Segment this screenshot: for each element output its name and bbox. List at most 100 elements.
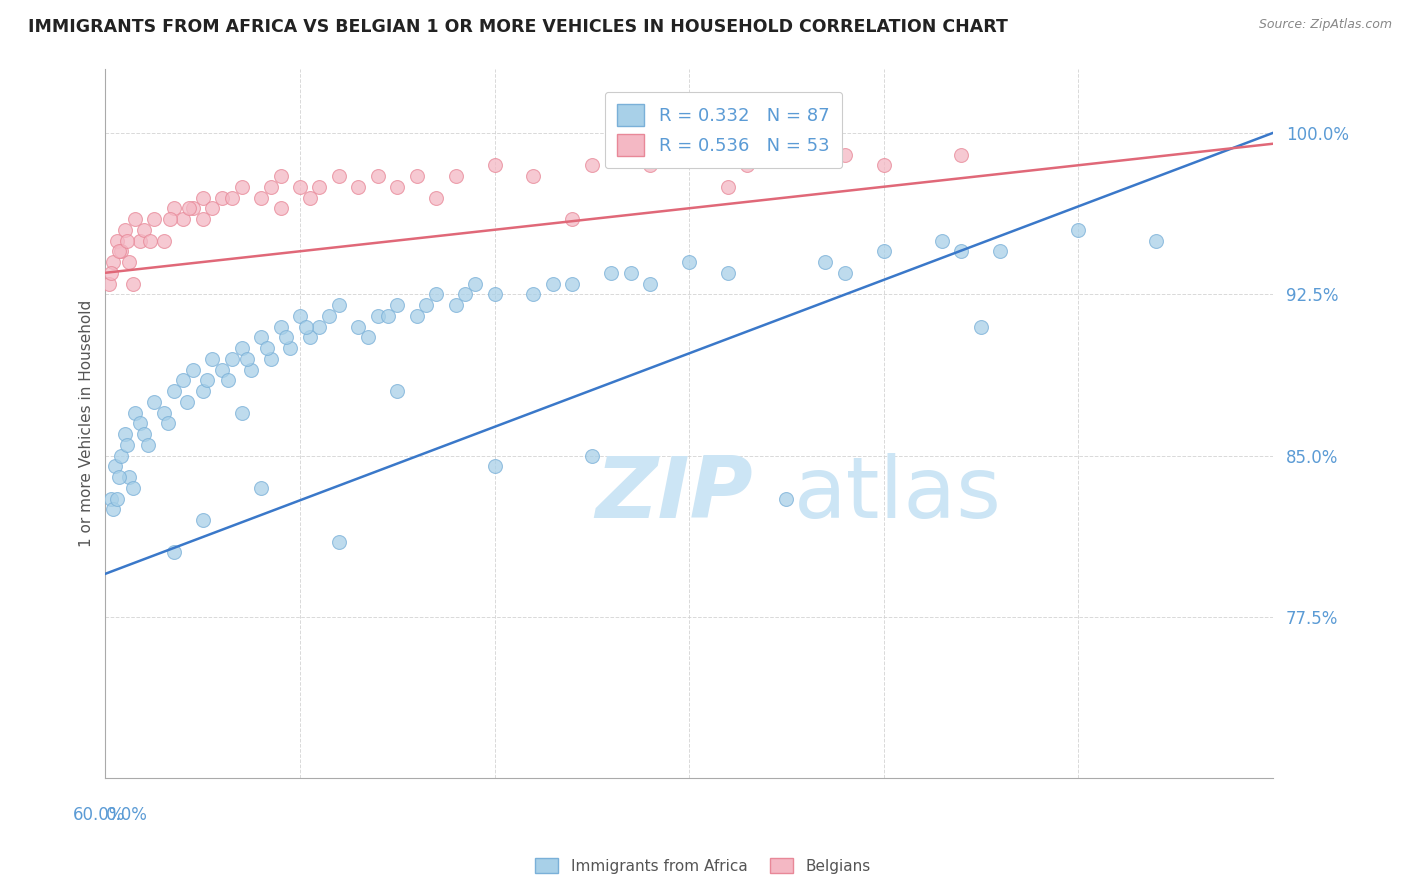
Point — [678, 255, 700, 269]
Point — [717, 266, 740, 280]
Point — [201, 351, 224, 366]
Point — [581, 158, 603, 172]
Text: Source: ZipAtlas.com: Source: ZipAtlas.com — [1258, 18, 1392, 31]
Text: IMMIGRANTS FROM AFRICA VS BELGIAN 1 OR MORE VEHICLES IN HOUSEHOLD CORRELATION CH: IMMIGRANTS FROM AFRICA VS BELGIAN 1 OR M… — [28, 18, 1008, 36]
Point — [522, 169, 544, 183]
Point — [162, 545, 184, 559]
Point — [405, 169, 427, 183]
Point — [108, 470, 131, 484]
Point — [105, 234, 128, 248]
Point — [425, 190, 447, 204]
Point — [541, 277, 564, 291]
Point — [172, 212, 194, 227]
Point — [115, 234, 138, 248]
Point — [231, 341, 253, 355]
Point — [181, 201, 204, 215]
Point — [484, 287, 506, 301]
Point — [444, 169, 467, 183]
Point — [347, 319, 370, 334]
Point — [620, 266, 643, 280]
Point — [678, 147, 700, 161]
Point — [191, 384, 214, 398]
Point — [444, 298, 467, 312]
Point — [129, 234, 152, 248]
Point — [195, 373, 218, 387]
Point — [211, 362, 233, 376]
Point — [367, 169, 389, 183]
Point — [387, 179, 409, 194]
Text: atlas: atlas — [794, 453, 1002, 536]
Point — [124, 212, 146, 227]
Point — [484, 158, 506, 172]
Point — [387, 298, 409, 312]
Point — [139, 234, 162, 248]
Point — [103, 255, 125, 269]
Point — [970, 319, 993, 334]
Point — [153, 405, 176, 419]
Point — [110, 244, 132, 259]
Point — [103, 502, 125, 516]
Point — [250, 481, 273, 495]
Point — [134, 223, 156, 237]
Text: 0.0%: 0.0% — [105, 806, 148, 824]
Legend: R = 0.332   N = 87, R = 0.536   N = 53: R = 0.332 N = 87, R = 0.536 N = 53 — [605, 92, 842, 169]
Point — [950, 244, 973, 259]
Point — [425, 287, 447, 301]
Point — [1067, 223, 1090, 237]
Point — [211, 190, 233, 204]
Point — [108, 244, 131, 259]
Point — [872, 158, 894, 172]
Point — [288, 309, 311, 323]
Point — [100, 491, 122, 506]
Point — [872, 244, 894, 259]
Point — [834, 147, 856, 161]
Point — [118, 255, 141, 269]
Point — [236, 351, 259, 366]
Point — [110, 449, 132, 463]
Point — [114, 223, 136, 237]
Legend: Immigrants from Africa, Belgians: Immigrants from Africa, Belgians — [529, 852, 877, 880]
Point — [638, 277, 661, 291]
Point — [153, 234, 176, 248]
Point — [162, 384, 184, 398]
Point — [176, 394, 198, 409]
Point — [118, 470, 141, 484]
Point — [159, 212, 181, 227]
Point — [240, 362, 263, 376]
Point — [276, 330, 298, 344]
Point — [794, 147, 817, 161]
Point — [308, 179, 330, 194]
Point — [250, 190, 273, 204]
Point — [143, 394, 166, 409]
Point — [347, 179, 370, 194]
Point — [377, 309, 399, 323]
Point — [357, 330, 380, 344]
Point — [121, 277, 143, 291]
Point — [454, 287, 477, 301]
Point — [522, 287, 544, 301]
Point — [950, 147, 973, 161]
Point — [405, 309, 427, 323]
Point — [250, 330, 273, 344]
Point — [129, 417, 152, 431]
Point — [415, 298, 437, 312]
Text: 60.0%: 60.0% — [73, 806, 125, 824]
Point — [581, 449, 603, 463]
Point — [834, 266, 856, 280]
Point — [260, 351, 283, 366]
Point — [328, 534, 350, 549]
Point — [328, 298, 350, 312]
Point — [162, 201, 184, 215]
Point — [387, 384, 409, 398]
Point — [298, 190, 321, 204]
Point — [191, 513, 214, 527]
Point — [717, 179, 740, 194]
Point — [143, 212, 166, 227]
Point — [191, 212, 214, 227]
Point — [367, 309, 389, 323]
Point — [124, 405, 146, 419]
Point — [814, 255, 837, 269]
Point — [775, 491, 797, 506]
Point — [737, 158, 759, 172]
Point — [561, 212, 583, 227]
